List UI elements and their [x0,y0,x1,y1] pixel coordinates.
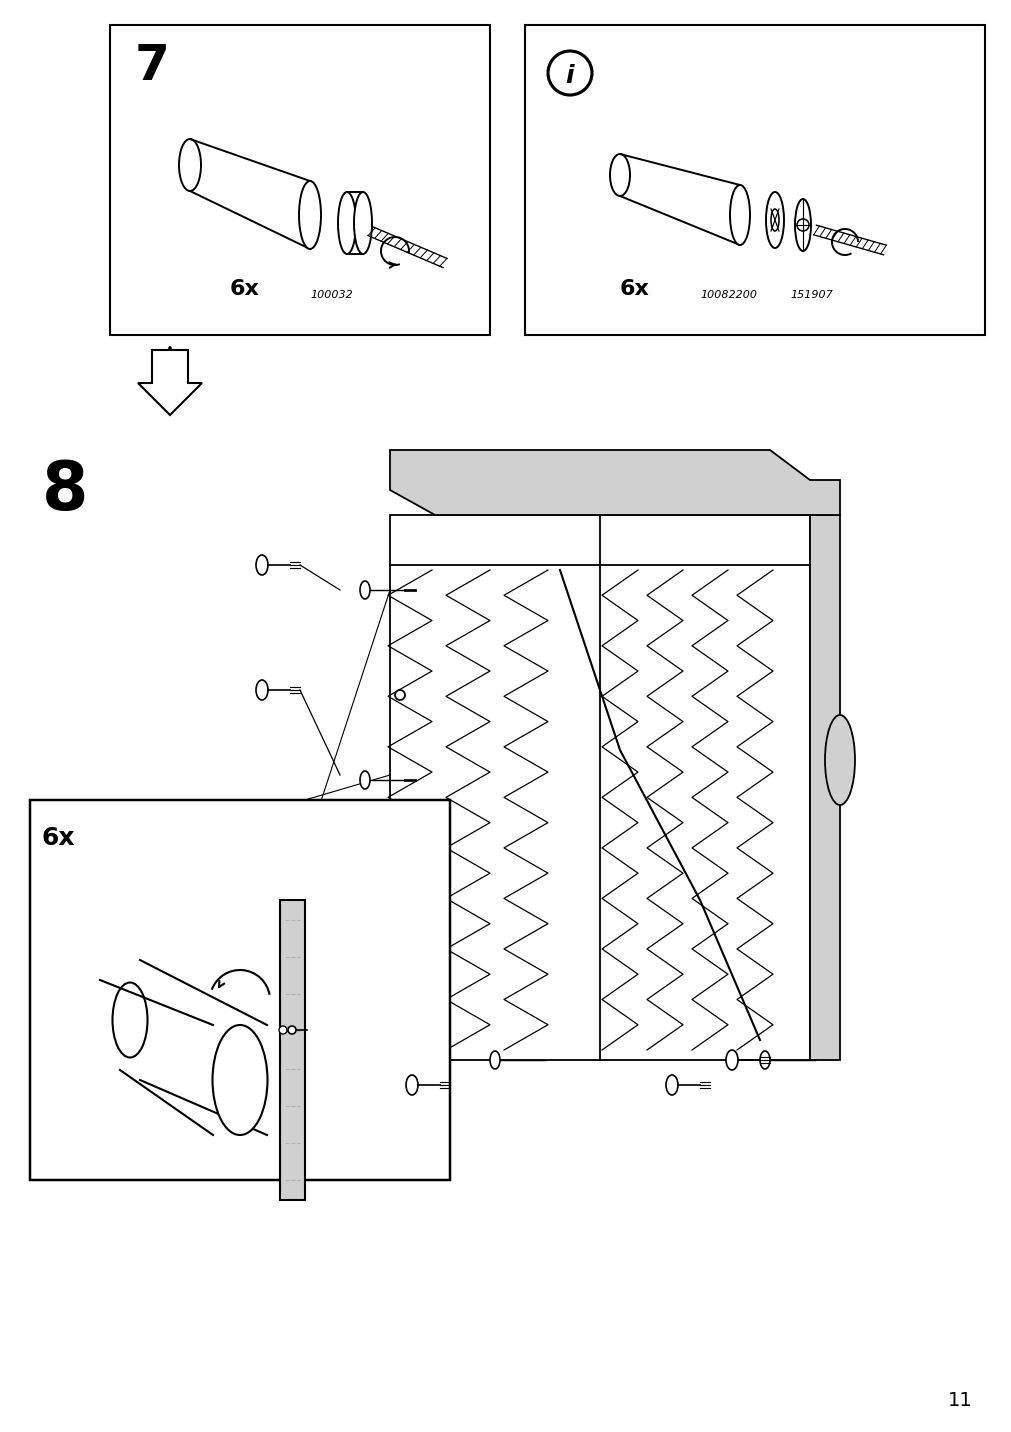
Ellipse shape [360,581,370,599]
Circle shape [394,690,404,700]
Polygon shape [389,450,839,516]
Circle shape [797,219,808,231]
Ellipse shape [256,556,268,576]
Ellipse shape [405,1075,418,1095]
Text: 6x: 6x [620,279,649,299]
Ellipse shape [665,1075,677,1095]
Bar [110,24,489,335]
Circle shape [394,891,404,899]
Text: i: i [565,64,574,87]
Polygon shape [809,516,839,1060]
Ellipse shape [112,982,148,1057]
Ellipse shape [360,770,370,789]
Ellipse shape [759,1051,769,1070]
Text: 100032: 100032 [309,291,353,299]
Ellipse shape [179,139,201,190]
Bar [389,516,809,1060]
Ellipse shape [610,155,630,196]
Ellipse shape [489,1051,499,1070]
Circle shape [279,1025,287,1034]
Text: 7: 7 [134,42,170,90]
Text: 6x: 6x [229,279,260,299]
Ellipse shape [256,680,268,700]
Circle shape [548,52,591,95]
Text: 10082200: 10082200 [700,291,756,299]
Text: 8: 8 [42,458,88,524]
Ellipse shape [770,209,778,231]
Ellipse shape [298,180,320,249]
Ellipse shape [824,715,854,805]
Text: 11: 11 [946,1390,972,1409]
Ellipse shape [338,192,356,253]
Circle shape [288,1025,295,1034]
Ellipse shape [354,192,372,253]
Polygon shape [137,349,202,415]
Ellipse shape [212,1025,267,1136]
Ellipse shape [729,185,749,245]
Bar [525,24,984,335]
Bar [30,800,450,1180]
Ellipse shape [795,199,810,251]
Bar [280,899,304,1200]
Ellipse shape [765,192,784,248]
Ellipse shape [725,1050,737,1070]
Text: 6x: 6x [42,826,76,851]
Text: 151907: 151907 [790,291,832,299]
